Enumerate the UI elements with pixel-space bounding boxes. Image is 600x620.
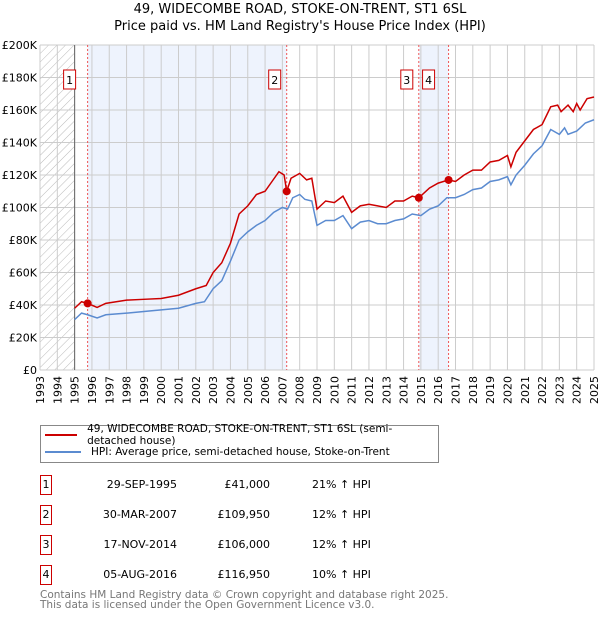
x-tick-label: 2007: [276, 376, 289, 404]
x-tick-label: 2005: [242, 376, 255, 404]
legend-label: 49, WIDECOMBE ROAD, STOKE-ON-TRENT, ST1 …: [87, 423, 393, 447]
hpi-change: 21% ↑ HPI: [312, 478, 371, 491]
sale-marker-badge: [63, 69, 77, 90]
footer-line: This data is licensed under the Open Gov…: [40, 599, 375, 611]
hpi-change: 12% ↑ HPI: [312, 538, 371, 551]
sale-marker-badge: [268, 69, 282, 90]
sale-point: [414, 193, 423, 202]
x-tick-label: 2009: [311, 376, 324, 404]
sale-marker-number: 2: [271, 74, 278, 87]
x-tick-label: 2010: [328, 376, 341, 404]
y-tick-label: £20K: [9, 332, 38, 345]
x-tick-label: 2018: [467, 376, 480, 404]
x-tick-label: 2023: [553, 376, 566, 404]
sale-price: £116,950: [217, 568, 271, 581]
sale-price: £109,950: [217, 508, 271, 521]
x-tick-label: 2021: [519, 376, 532, 404]
x-tick-label: 1994: [51, 376, 64, 404]
x-tick-label: 2001: [173, 376, 186, 404]
x-tick-label: 2025: [588, 376, 600, 404]
marker-badge: 3: [40, 535, 52, 555]
x-tick-label: 1996: [86, 376, 99, 404]
x-tick-label: 2013: [380, 376, 393, 404]
x-tick-label: 2016: [432, 376, 445, 404]
x-tick-label: 1993: [34, 376, 47, 404]
hpi-change: 12% ↑ HPI: [312, 508, 371, 521]
sale-point: [444, 175, 453, 184]
series-line: [74, 96, 595, 309]
sale-point: [282, 187, 291, 196]
footer: Contains HM Land Registry data © Crown c…: [40, 589, 449, 611]
price-chart: 1993 1994 1995 1996 1997 1998 1999 2000 2001 2002…: [2, 39, 600, 404]
marker-badge: 4: [40, 565, 52, 585]
chart-subtitle: Price paid vs. HM Land Registry's House …: [114, 19, 486, 34]
sale-price: £41,000: [224, 478, 271, 491]
x-tick-label: 1995: [69, 376, 82, 404]
chart-title: 49, WIDECOMBE ROAD, STOKE-ON-TRENT, ST1 …: [133, 2, 467, 17]
series-line: [74, 119, 595, 321]
sale-marker-number: 3: [403, 74, 410, 87]
legend-label: HPI: Average price, semi-detached house,…: [91, 446, 390, 458]
x-tick-label: 2008: [294, 376, 307, 404]
x-tick-label: 2017: [450, 376, 463, 404]
y-tick-label: £80K: [9, 234, 38, 247]
y-tick-label: £100K: [2, 202, 38, 215]
red-line-swatch: [45, 434, 78, 436]
marker-badge: 2: [40, 505, 52, 525]
sale-price: £106,000: [217, 538, 271, 551]
sale-date: 30-MAR-2007: [102, 508, 177, 521]
y-tick-label: £140K: [2, 137, 38, 150]
x-tick-label: 1998: [121, 376, 134, 404]
x-tick-label: 2012: [363, 376, 376, 404]
sale-marker-badge: [422, 69, 436, 90]
y-tick-label: £160K: [2, 104, 38, 117]
x-tick-label: 2006: [259, 376, 272, 404]
x-tick-label: 2014: [398, 376, 411, 404]
x-tick-label: 2003: [207, 376, 220, 404]
y-tick-label: £180K: [2, 72, 38, 85]
x-tick-label: 2011: [346, 376, 359, 404]
y-tick-label: £0: [23, 364, 37, 377]
y-tick-label: £200K: [2, 39, 38, 52]
legend-item-hpi: HPI: Average price, semi-detached house,…: [45, 444, 390, 460]
sale-point: [83, 299, 92, 308]
blue-line-swatch: [45, 451, 81, 453]
sale-marker-badge: [400, 69, 414, 90]
sale-date: 05-AUG-2016: [103, 568, 177, 581]
y-tick-label: £60K: [9, 267, 38, 280]
x-tick-label: 2019: [484, 376, 497, 404]
x-tick-label: 2002: [190, 376, 203, 404]
legend: 49, WIDECOMBE ROAD, STOKE-ON-TRENT, ST1 …: [40, 423, 439, 463]
sale-date: 29-SEP-1995: [106, 478, 177, 491]
sale-marker-number: 1: [66, 74, 73, 87]
x-tick-label: 1999: [138, 376, 151, 404]
footer-line: Contains HM Land Registry data © Crown c…: [40, 589, 449, 601]
hpi-change: 10% ↑ HPI: [312, 568, 371, 581]
x-tick-label: 1997: [103, 376, 116, 404]
x-tick-label: 2022: [536, 376, 549, 404]
y-tick-label: £120K: [2, 169, 38, 182]
sale-marker-number: 4: [425, 74, 432, 87]
sale-date: 17-NOV-2014: [103, 538, 177, 551]
x-tick-label: 2015: [415, 376, 428, 404]
x-tick-label: 2004: [224, 376, 237, 404]
marker-badge: 1: [40, 475, 52, 495]
y-tick-label: £40K: [9, 299, 38, 312]
x-tick-label: 2000: [155, 376, 168, 404]
x-tick-label: 2020: [501, 376, 514, 404]
legend-item-property: 49, WIDECOMBE ROAD, STOKE-ON-TRENT, ST1 …: [45, 423, 438, 447]
x-tick-label: 2024: [571, 376, 584, 404]
